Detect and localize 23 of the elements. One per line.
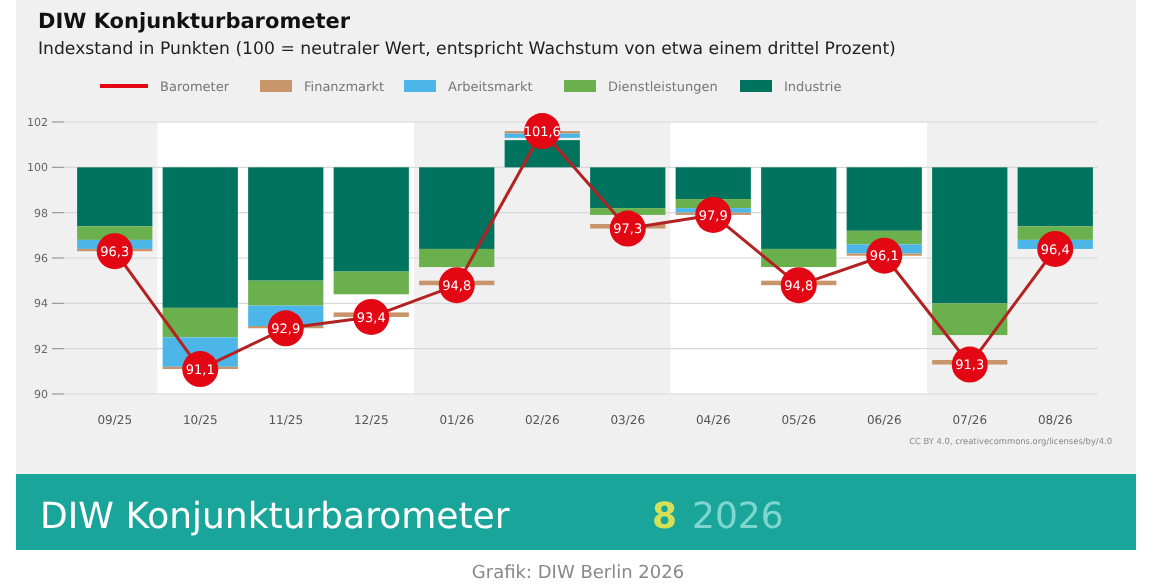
bar: [162, 167, 238, 308]
bar: [761, 248, 837, 268]
bar: [1017, 167, 1093, 227]
bar: [333, 271, 409, 295]
bar: [333, 167, 409, 272]
text: 8: [652, 496, 678, 538]
chart-subtitle: Indexstand in Punkten (100 = neutraler Wert, entspricht Wachstum von etwa einem drittel Prozent): [38, 40, 896, 60]
bar: [162, 307, 238, 338]
text: DIW Konjunkturbarometer: [40, 496, 511, 538]
bar: [419, 167, 495, 249]
bar: [248, 280, 324, 306]
bar: [932, 167, 1008, 304]
bar: [761, 167, 837, 249]
bar: [419, 248, 495, 268]
bar: [590, 167, 666, 209]
bar: [675, 167, 751, 200]
bar: [248, 167, 324, 281]
bar: [846, 167, 922, 231]
chart-title: DIW Konjunkturbarometer: [38, 10, 352, 34]
bar: [77, 167, 153, 227]
bar: [932, 303, 1008, 336]
text: 2026: [692, 496, 784, 538]
text: Grafik: DIW Berlin 2026: [471, 564, 685, 584]
